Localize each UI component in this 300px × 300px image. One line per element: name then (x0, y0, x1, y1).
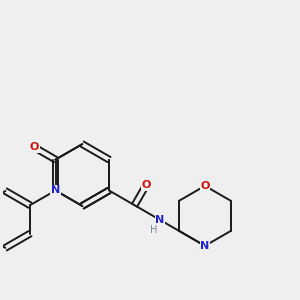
Text: N: N (200, 241, 210, 251)
Text: O: O (200, 181, 210, 191)
Text: N: N (51, 185, 60, 196)
Text: N: N (155, 215, 165, 225)
Text: H: H (151, 225, 158, 235)
Text: O: O (141, 180, 151, 190)
Text: O: O (30, 142, 39, 152)
